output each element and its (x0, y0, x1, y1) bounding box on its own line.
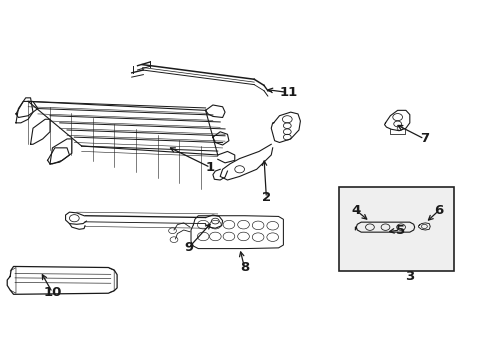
Text: 7: 7 (419, 132, 428, 145)
Text: 6: 6 (433, 204, 443, 217)
Text: 9: 9 (183, 241, 193, 255)
Text: 11: 11 (279, 86, 297, 99)
Text: 3: 3 (405, 270, 414, 283)
Text: 10: 10 (43, 286, 61, 299)
Bar (339, 187, 453, 271)
Text: 5: 5 (395, 224, 404, 237)
Text: 4: 4 (351, 204, 360, 217)
Text: 2: 2 (261, 192, 270, 204)
Text: 8: 8 (240, 261, 248, 274)
Text: 1: 1 (205, 161, 215, 174)
